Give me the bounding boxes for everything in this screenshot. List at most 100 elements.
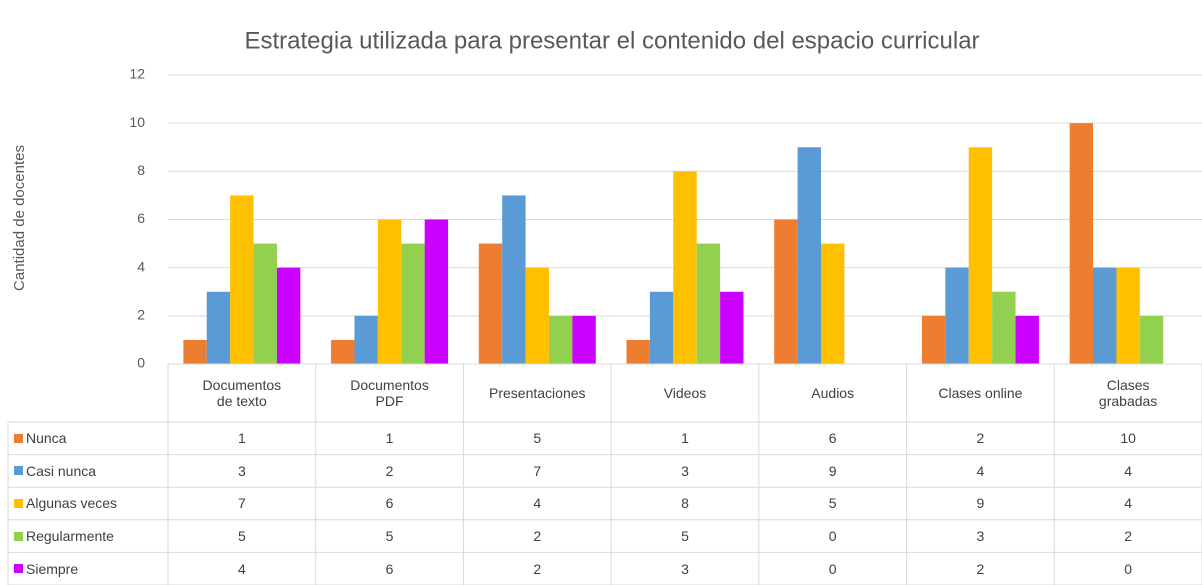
- table-value: 2: [533, 528, 542, 545]
- bar: [1139, 315, 1164, 364]
- category-label: Videos: [611, 364, 759, 422]
- table-value: 7: [237, 495, 246, 512]
- bar: [1015, 315, 1039, 364]
- table-value: 5: [533, 430, 542, 447]
- y-tick-label: 0: [137, 355, 145, 371]
- bar: [696, 243, 721, 364]
- legend-key: [14, 433, 23, 443]
- x-tick-label: Videos: [663, 385, 707, 401]
- table-value: 9: [976, 495, 985, 512]
- bar: [1116, 267, 1140, 364]
- table-value: 8: [681, 495, 689, 512]
- x-tick-label: Clases grabadas: [1098, 377, 1158, 409]
- bar: [401, 243, 425, 364]
- bar: [183, 339, 207, 364]
- table-value: 2: [976, 430, 985, 447]
- table-value: 2: [1124, 528, 1133, 545]
- category-label: Clases online: [907, 364, 1055, 422]
- bar: [548, 315, 573, 364]
- bar: [1069, 123, 1094, 365]
- legend-label: Siempre: [26, 560, 79, 577]
- legend-entry: Regularmente: [8, 520, 168, 553]
- legend-key: [14, 498, 23, 508]
- category-label: Documentos PDF: [316, 364, 464, 422]
- bar: [331, 339, 355, 364]
- bar: [354, 315, 378, 364]
- bar: [253, 243, 277, 364]
- y-tick-label: 4: [137, 258, 145, 274]
- legend-label: Regularmente: [26, 528, 114, 545]
- bar: [276, 267, 301, 364]
- table-value: 5: [385, 528, 394, 545]
- x-tick-label: Audios: [811, 385, 855, 401]
- x-tick-label: Documentos PDF: [350, 377, 429, 409]
- table-value: 4: [1124, 495, 1133, 512]
- category-label: Presentaciones: [463, 364, 611, 422]
- bar: [992, 291, 1016, 364]
- bar: [797, 147, 822, 364]
- table-value: 6: [385, 560, 394, 577]
- table-value: 4: [976, 462, 985, 479]
- legend-label: Nunca: [26, 430, 67, 447]
- table-value: 6: [385, 495, 394, 512]
- table-value: 7: [533, 462, 542, 479]
- category-label: Documentos de texto: [168, 364, 316, 422]
- bar: [478, 243, 503, 364]
- bar: [821, 243, 845, 364]
- table-value: 10: [1120, 430, 1136, 447]
- table-value: 0: [1124, 560, 1133, 577]
- category-label: Clases grabadas: [1054, 364, 1202, 422]
- legend-label: Algunas veces: [26, 495, 118, 512]
- bar: [673, 171, 697, 364]
- table-value: 5: [828, 495, 837, 512]
- x-tick-label: Documentos de texto: [202, 377, 282, 409]
- y-tick-label: 2: [137, 307, 145, 323]
- legend-entry: Algunas veces: [8, 487, 168, 520]
- bar: [720, 291, 744, 364]
- table-value: 4: [237, 560, 246, 577]
- table-value: 0: [828, 528, 837, 545]
- table-value: 5: [681, 528, 689, 545]
- table-value: 0: [828, 560, 837, 577]
- bar: [945, 267, 969, 364]
- chart-title: Estrategia utilizada para presentar el c…: [244, 27, 979, 54]
- table-value: 3: [976, 528, 985, 545]
- table-value: 2: [385, 462, 394, 479]
- table-value: 4: [1124, 462, 1133, 479]
- bar: [424, 219, 449, 364]
- x-tick-label: Clases online: [938, 385, 1023, 401]
- bar: [1093, 267, 1117, 364]
- table-value: 3: [681, 560, 689, 577]
- table-value: 2: [533, 560, 542, 577]
- legend-entry: Siempre: [8, 552, 168, 585]
- y-tick-label: 8: [137, 162, 145, 178]
- y-tick-label: 6: [137, 210, 145, 226]
- bar: [502, 195, 526, 364]
- legend-entry: Casi nunca: [8, 455, 168, 488]
- legend-label: Casi nunca: [26, 462, 97, 479]
- legend-key: [14, 466, 23, 476]
- bar: [377, 219, 402, 364]
- table-value: 1: [681, 430, 689, 447]
- bar: [921, 315, 946, 364]
- bar: [230, 195, 254, 364]
- bar: [572, 315, 596, 364]
- category-label: Audios: [759, 364, 907, 422]
- legend-entry: Nunca: [8, 422, 168, 455]
- bar: [774, 219, 798, 364]
- legend-key: [14, 531, 23, 541]
- table-value: 3: [237, 462, 246, 479]
- table-value: 9: [828, 462, 837, 479]
- bar: [968, 147, 993, 364]
- y-axis-label: Cantidad de docentes: [11, 145, 28, 291]
- bar: [649, 291, 674, 364]
- legend-key: [14, 564, 23, 574]
- table-value: 6: [828, 430, 837, 447]
- table-value: 1: [237, 430, 246, 447]
- table-value: 2: [976, 560, 985, 577]
- bar: [626, 339, 650, 364]
- bar: [525, 267, 549, 364]
- bar: [206, 291, 231, 364]
